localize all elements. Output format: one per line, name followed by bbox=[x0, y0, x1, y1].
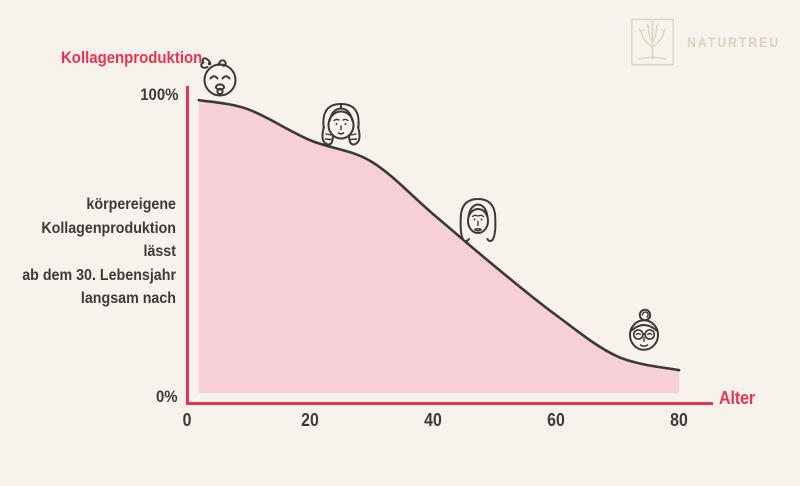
x-tick-label: 80 bbox=[670, 410, 688, 430]
collagen-curve-line bbox=[197, 98, 681, 372]
young-girl-face-icon bbox=[321, 103, 361, 146]
y-axis-line bbox=[186, 86, 189, 405]
annotation-line: ab dem 30. Lebensjahr bbox=[22, 266, 177, 284]
brand-logo: NATURTREU bbox=[630, 18, 793, 66]
y-axis-label-0: 0% bbox=[156, 387, 178, 406]
tree-icon bbox=[631, 18, 674, 66]
y-axis-label-100: 100% bbox=[139, 85, 178, 104]
annotation-text: körpereigene Kollagenproduktion lässt ab… bbox=[14, 193, 176, 311]
adult-woman-face-icon bbox=[459, 198, 497, 243]
annotation-line: langsam nach bbox=[80, 290, 176, 307]
x-tick-label: 40 bbox=[423, 410, 442, 430]
baby-face-icon bbox=[200, 57, 237, 97]
chart-title: Kollagenproduktion bbox=[61, 48, 203, 67]
annotation-line: körpereigene bbox=[86, 196, 176, 213]
x-tick-label: 20 bbox=[300, 410, 319, 430]
senior-woman-face-icon bbox=[629, 308, 659, 351]
x-tick-label: 0 bbox=[182, 410, 191, 430]
collagen-area-fill bbox=[198, 100, 680, 393]
brand-name: NATURTREU bbox=[687, 34, 781, 50]
x-axis-title: Alter bbox=[719, 388, 756, 408]
x-axis-line bbox=[186, 402, 713, 405]
x-tick-labels: 0 20 40 60 80 bbox=[0, 410, 800, 432]
x-tick-label: 60 bbox=[547, 410, 565, 430]
annotation-line: Kollagenproduktion lässt bbox=[41, 219, 177, 261]
